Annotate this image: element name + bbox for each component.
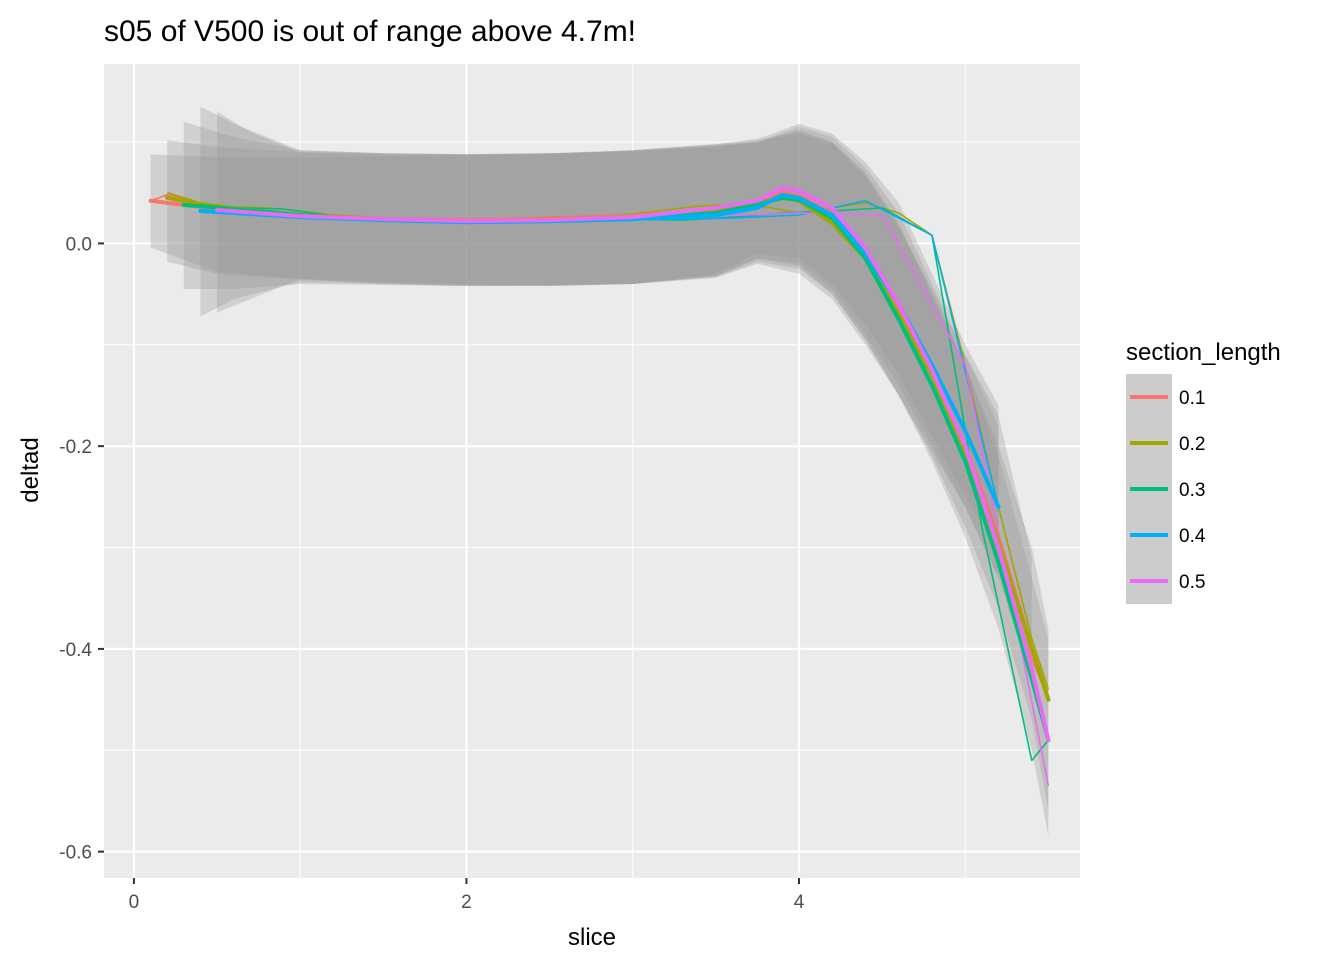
x-axis-title: slice — [568, 924, 616, 951]
major-gridlines — [104, 64, 1080, 878]
confidence-ribbons — [150, 106, 1049, 837]
ribbon-0.4 — [200, 106, 999, 578]
legend-items: 0.1 0.2 0.3 0.4 0.5 — [1126, 374, 1206, 604]
y-tick-label: -0.6 — [59, 843, 92, 864]
chart-title: s05 of V500 is out of range above 4.7m! — [104, 15, 636, 48]
x-tick-label: 0 — [129, 892, 140, 913]
legend-label: 0.5 — [1179, 572, 1205, 593]
ribbon-0.5 — [217, 111, 1049, 837]
legend-label: 0.3 — [1179, 480, 1205, 501]
y-tick-label: -0.2 — [59, 437, 92, 458]
legend-label: 0.2 — [1179, 434, 1205, 455]
smooth-line-0.5 — [215, 185, 1051, 743]
y-axis-title: deltad — [17, 437, 44, 502]
ribbon-0.1 — [150, 123, 999, 548]
ribbon-0.3 — [183, 121, 1049, 812]
x-tick-label: 2 — [461, 892, 472, 913]
x-tick-label: 4 — [794, 892, 805, 913]
axis-ticks: 0 2 4 0.0 -0.2 -0.4 -0.6 — [59, 234, 804, 913]
plot-panel — [104, 64, 1080, 878]
y-tick-label: 0.0 — [66, 234, 92, 255]
smooth-series-lines — [148, 185, 1051, 743]
legend: section_length 0.1 0.2 0.3 0.4 0.5 — [1126, 339, 1281, 604]
legend-title: section_length — [1126, 339, 1281, 366]
ribbon-0.2 — [167, 126, 1032, 680]
legend-label: 0.4 — [1179, 526, 1206, 547]
legend-label: 0.1 — [1179, 388, 1205, 409]
y-tick-label: -0.4 — [59, 640, 92, 661]
